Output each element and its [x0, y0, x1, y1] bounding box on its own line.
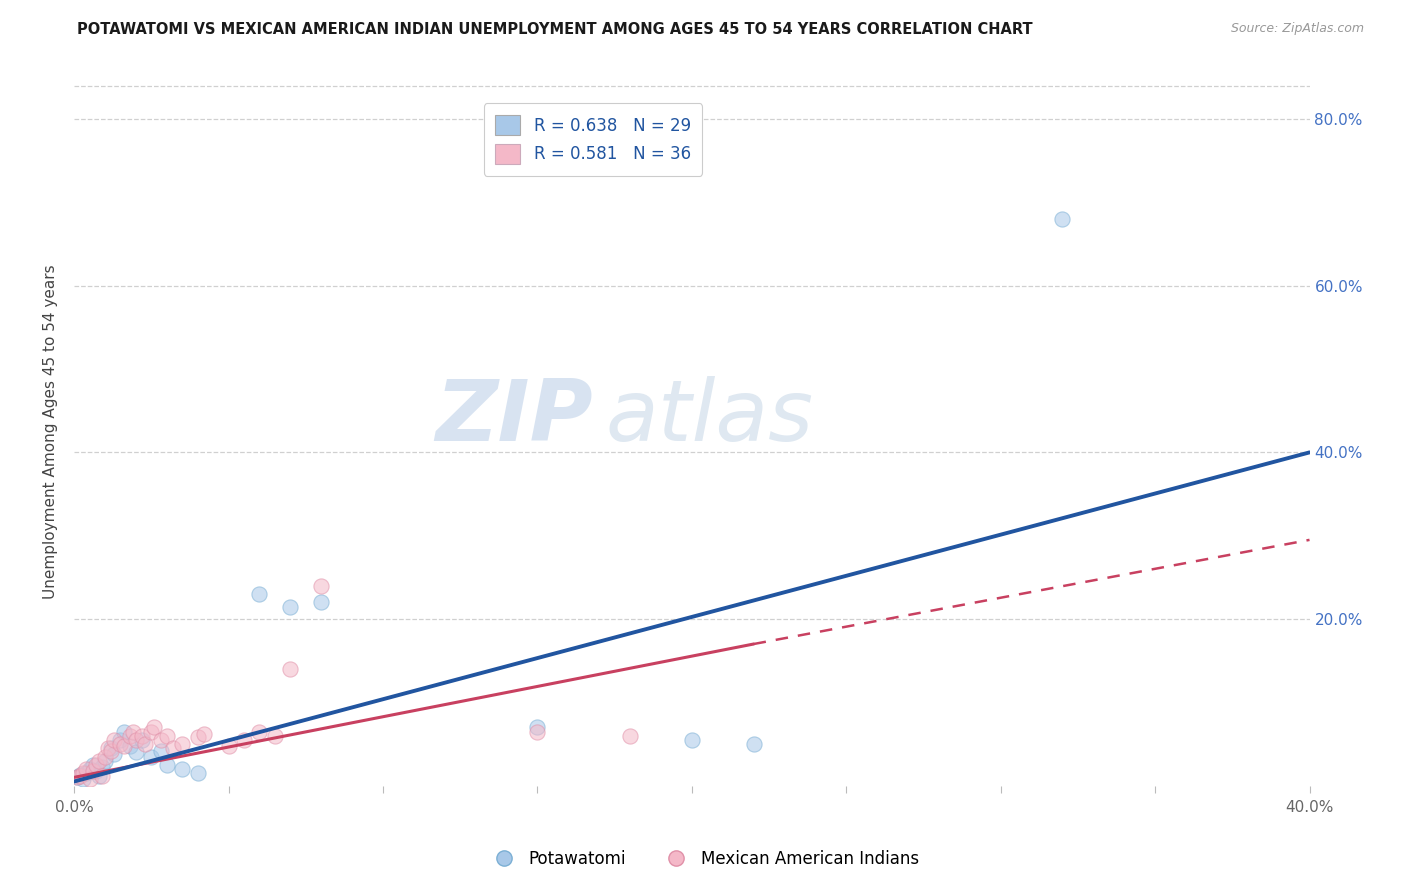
Point	[112, 739, 135, 753]
Point	[79, 772, 101, 786]
Legend: Potawatomi, Mexican American Indians: Potawatomi, Mexican American Indians	[481, 844, 925, 875]
Point	[309, 595, 332, 609]
Point	[149, 732, 172, 747]
Point	[75, 766, 97, 780]
Point	[110, 732, 132, 747]
Point	[309, 579, 332, 593]
Point	[66, 770, 89, 784]
Point	[187, 731, 209, 745]
Legend: R = 0.638   N = 29, R = 0.581   N = 36: R = 0.638 N = 29, R = 0.581 N = 36	[484, 103, 703, 176]
Point	[100, 741, 122, 756]
Point	[69, 769, 91, 783]
Y-axis label: Unemployment Among Ages 45 to 54 years: Unemployment Among Ages 45 to 54 years	[44, 264, 58, 599]
Point	[82, 757, 104, 772]
Point	[82, 764, 104, 778]
Point	[118, 729, 141, 743]
Point	[526, 720, 548, 734]
Point	[263, 729, 285, 743]
Text: POTAWATOMI VS MEXICAN AMERICAN INDIAN UNEMPLOYMENT AMONG AGES 45 TO 54 YEARS COR: POTAWATOMI VS MEXICAN AMERICAN INDIAN UN…	[77, 22, 1033, 37]
Point	[103, 747, 125, 761]
Point	[1052, 212, 1074, 227]
Point	[134, 737, 156, 751]
Point	[118, 739, 141, 753]
Point	[681, 732, 703, 747]
Point	[66, 770, 89, 784]
Point	[247, 724, 270, 739]
Point	[79, 762, 101, 776]
Text: ZIP: ZIP	[436, 376, 593, 458]
Point	[103, 732, 125, 747]
Point	[131, 732, 153, 747]
Point	[233, 732, 256, 747]
Point	[141, 749, 163, 764]
Point	[218, 739, 240, 753]
Point	[143, 720, 166, 734]
Point	[187, 766, 209, 780]
Point	[162, 741, 184, 756]
Point	[84, 757, 107, 772]
Point	[97, 741, 120, 756]
Point	[619, 729, 641, 743]
Point	[742, 737, 765, 751]
Point	[278, 599, 301, 614]
Point	[141, 724, 163, 739]
Text: Source: ZipAtlas.com: Source: ZipAtlas.com	[1230, 22, 1364, 36]
Point	[94, 754, 117, 768]
Point	[278, 662, 301, 676]
Point	[172, 762, 194, 776]
Point	[75, 762, 97, 776]
Point	[94, 749, 117, 764]
Point	[69, 768, 91, 782]
Text: atlas: atlas	[606, 376, 813, 458]
Point	[131, 729, 153, 743]
Point	[72, 766, 94, 780]
Point	[156, 729, 179, 743]
Point	[72, 772, 94, 786]
Point	[121, 724, 143, 739]
Point	[87, 754, 110, 768]
Point	[125, 745, 148, 759]
Point	[110, 737, 132, 751]
Point	[90, 760, 112, 774]
Point	[149, 744, 172, 758]
Point	[125, 732, 148, 747]
Point	[84, 764, 107, 778]
Point	[526, 724, 548, 739]
Point	[112, 724, 135, 739]
Point	[87, 769, 110, 783]
Point	[247, 587, 270, 601]
Point	[172, 737, 194, 751]
Point	[193, 727, 215, 741]
Point	[100, 744, 122, 758]
Point	[90, 769, 112, 783]
Point	[156, 757, 179, 772]
